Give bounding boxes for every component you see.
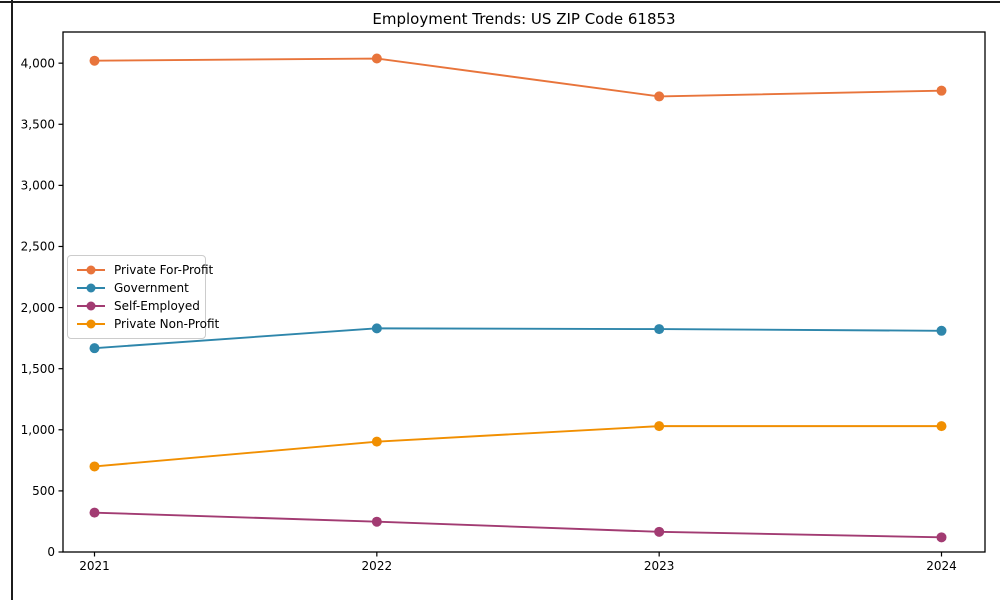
x-axis: 2021 2022 2023 2024 bbox=[79, 552, 957, 573]
y-tick-label: 4,000 bbox=[21, 56, 55, 70]
legend-dot-icon bbox=[86, 283, 96, 293]
data-point bbox=[371, 53, 382, 64]
data-point bbox=[654, 421, 665, 432]
legend: Private For-Profit Government Self-Employe… bbox=[67, 255, 219, 339]
data-point bbox=[371, 516, 382, 527]
window-border-top bbox=[0, 1, 1000, 3]
data-point bbox=[89, 343, 100, 354]
series-line bbox=[93, 511, 943, 539]
legend-dot-icon bbox=[86, 319, 96, 329]
y-tick-label: 2,000 bbox=[21, 301, 55, 315]
legend-item: Self-Employed bbox=[76, 297, 200, 315]
plot-area-border bbox=[62, 31, 986, 553]
legend-marker-icon bbox=[77, 301, 105, 311]
legend-dot-icon bbox=[86, 265, 96, 275]
legend-marker-icon bbox=[77, 283, 105, 293]
data-point bbox=[371, 436, 382, 447]
data-point bbox=[89, 461, 100, 472]
series-line bbox=[93, 57, 943, 98]
data-point bbox=[654, 324, 665, 335]
data-point bbox=[371, 323, 382, 334]
x-tick-label: 2021 bbox=[79, 559, 110, 573]
legend-marker-icon bbox=[77, 319, 105, 329]
data-point bbox=[654, 91, 665, 102]
y-tick-label: 1,000 bbox=[21, 423, 55, 437]
data-point bbox=[936, 532, 947, 543]
y-tick-label: 500 bbox=[32, 484, 55, 498]
data-point bbox=[89, 507, 100, 518]
series-line bbox=[93, 425, 943, 468]
legend-item: Government bbox=[76, 279, 197, 297]
data-point bbox=[936, 85, 947, 96]
window-border-left bbox=[11, 0, 13, 600]
legend-item: Private For-Profit bbox=[76, 261, 213, 279]
y-tick-label: 1,500 bbox=[21, 362, 55, 376]
y-tick-label: 3,500 bbox=[21, 117, 55, 131]
legend-dot-icon bbox=[86, 301, 96, 311]
data-point bbox=[936, 325, 947, 336]
y-tick-label: 0 bbox=[47, 545, 55, 559]
x-tick-label: 2023 bbox=[644, 559, 675, 573]
series-line bbox=[93, 327, 943, 350]
x-tick-label: 2024 bbox=[926, 559, 957, 573]
data-point bbox=[654, 526, 665, 537]
legend-item: Private Non-Profit bbox=[76, 315, 219, 333]
y-tick-label: 3,000 bbox=[21, 179, 55, 193]
legend-item-label: Private Non-Profit bbox=[114, 317, 220, 331]
series-group bbox=[89, 53, 947, 543]
y-tick-label: 2,500 bbox=[21, 240, 55, 254]
legend-item-label: Private For-Profit bbox=[114, 263, 214, 277]
plot-spines bbox=[62, 31, 986, 553]
data-point bbox=[936, 421, 947, 432]
x-tick-label: 2022 bbox=[362, 559, 393, 573]
chart-title: Employment Trends: US ZIP Code 61853 bbox=[372, 10, 676, 28]
data-point bbox=[89, 55, 100, 66]
legend-item-label: Government bbox=[114, 281, 189, 295]
legend-item-label: Self-Employed bbox=[114, 299, 200, 313]
y-axis: 0 500 1,000 1,500 2,000 2,500 3,000 3,500 4,000 bbox=[21, 56, 63, 559]
legend-marker-icon bbox=[77, 265, 105, 275]
